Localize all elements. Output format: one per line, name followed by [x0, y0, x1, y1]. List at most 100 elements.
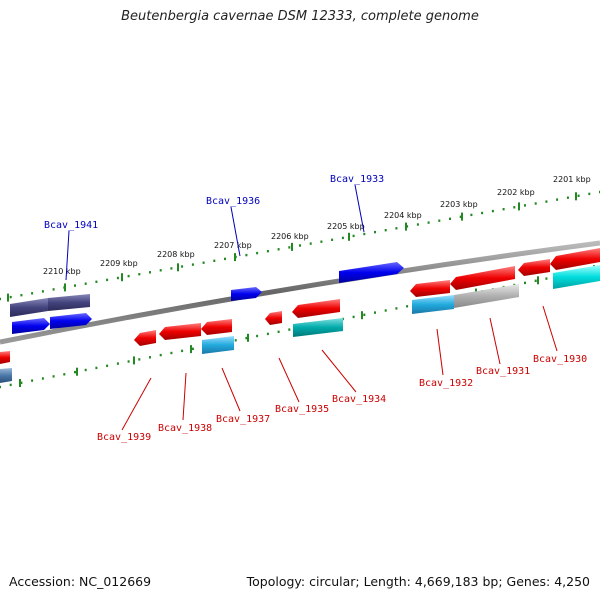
ruler-dot [127, 274, 130, 278]
ruler-dot [245, 253, 248, 257]
gene-label[interactable]: Bcav_1932 [419, 378, 473, 389]
ruler-dot [202, 261, 205, 264]
ruler-dot [427, 221, 430, 224]
ruler-dot [234, 339, 237, 342]
ruler-tick-label: 2204 kbp [384, 211, 422, 220]
gene-arrow-reverse[interactable] [0, 368, 12, 383]
ruler-dot [384, 309, 387, 312]
ruler-dot [159, 353, 162, 357]
ruler-tick-labels: 2210 kbp 2209 kbp 2208 kbp 2207 kbp 2206 kbp… [43, 175, 591, 276]
gene-leader-line [221, 367, 241, 412]
ruler-major-tick [64, 283, 66, 292]
ruler-dot [266, 332, 269, 336]
ruler-dot [191, 347, 194, 350]
gene-label[interactable]: Bcav_1937 [216, 414, 270, 425]
ruler-dot [245, 336, 248, 340]
gene-arrow-forward[interactable] [231, 287, 262, 301]
gene-leader-line [65, 230, 70, 281]
ruler-dot [449, 217, 451, 220]
gene-arrow-forward[interactable] [10, 298, 48, 317]
ruler-dot [331, 238, 334, 241]
gene-label[interactable]: Bcav_1935 [275, 404, 329, 415]
gene-arrow-forward[interactable] [12, 318, 50, 334]
ruler-dot [116, 362, 119, 365]
ruler-major-tick [361, 311, 363, 320]
ruler-tick-label: 2201 kbp [553, 175, 591, 184]
gene-arrow-reverse[interactable] [201, 319, 232, 335]
ruler-major-tick [19, 379, 21, 387]
ruler-dot [406, 305, 409, 308]
gene-arrow-reverse[interactable] [553, 265, 600, 289]
genome-summary-label: Topology: circular; Length: 4,669,183 bp… [246, 574, 590, 589]
gene-arrow-reverse[interactable] [518, 259, 550, 276]
gene-arrow-reverse[interactable] [293, 318, 343, 337]
gene-arrow-reverse[interactable] [0, 351, 10, 364]
ruler-dot [9, 295, 12, 299]
ruler-dot [74, 284, 76, 287]
gene-arrow-reverse[interactable] [134, 330, 156, 346]
ruler-dot [534, 279, 537, 282]
ruler-dot [127, 360, 130, 363]
gene-arrow-reverse[interactable] [292, 299, 340, 318]
gene-leader-line [230, 206, 241, 257]
ruler-dot [524, 204, 526, 207]
gene-leader-line [354, 184, 365, 233]
ruler-dot [524, 281, 526, 285]
forward-strand-genes [10, 262, 404, 334]
ruler-dot [277, 248, 280, 251]
gene-label[interactable]: Bcav_1941 [44, 220, 98, 231]
gene-arrow-reverse[interactable] [410, 280, 450, 297]
ruler-dot [31, 292, 34, 295]
gene-arrow-forward[interactable] [339, 262, 404, 283]
ruler-dot [406, 225, 409, 228]
ruler-dot [374, 230, 376, 234]
ruler-dot [0, 385, 1, 389]
ruler-tick-label: 2210 kbp [43, 267, 81, 276]
gene-label[interactable]: Bcav_1933 [330, 174, 384, 185]
gene-arrow-reverse[interactable] [412, 295, 454, 314]
ruler-dot [545, 277, 548, 280]
ruler-major-tick [190, 345, 192, 354]
gene-label[interactable]: Bcav_1938 [158, 423, 212, 434]
gene-arrow-reverse[interactable] [550, 248, 600, 270]
gene-leader-line [121, 377, 152, 431]
ruler-major-tick [537, 276, 539, 285]
gene-arrow-reverse[interactable] [159, 323, 201, 340]
gene-arrow-reverse[interactable] [202, 336, 234, 354]
gene-label[interactable]: Bcav_1934 [332, 394, 386, 405]
gene-label[interactable]: Bcav_1930 [533, 354, 587, 365]
gene-label[interactable]: Bcav_1939 [97, 432, 151, 443]
upper-position-ruler [0, 190, 600, 302]
gene-arrow-forward[interactable] [48, 294, 90, 311]
ruler-dot [138, 358, 141, 361]
gene-arrow-reverse[interactable] [450, 266, 515, 290]
gene-labels: Bcav_1941 Bcav_1936 Bcav_1933 Bcav_1939 Bcav… [44, 174, 587, 443]
ruler-dot [31, 379, 34, 382]
reverse-strand-genes [0, 248, 600, 383]
ruler-dot [52, 288, 55, 291]
ruler-tick-label: 2208 kbp [157, 250, 195, 259]
ruler-dot [41, 290, 44, 293]
gene-arrow-reverse[interactable] [265, 311, 282, 325]
gene-label[interactable]: Bcav_1936 [206, 196, 260, 207]
ruler-dot [288, 328, 291, 331]
gene-arrow-reverse[interactable] [454, 284, 519, 308]
ruler-dot [63, 373, 66, 376]
ruler-dot [352, 315, 355, 319]
gene-arrow-forward[interactable] [50, 313, 92, 329]
ruler-dot [534, 202, 537, 205]
ruler-dot [224, 257, 226, 261]
ruler-dot [95, 366, 98, 370]
gene-label[interactable]: Bcav_1931 [476, 366, 530, 377]
ruler-dot [149, 271, 151, 274]
ruler-dot [438, 219, 441, 222]
ruler-major-tick [76, 367, 78, 376]
ruler-tick-label: 2207 kbp [214, 241, 252, 250]
ruler-dot [341, 236, 344, 240]
ruler-dot [84, 282, 87, 285]
ruler-dot [266, 250, 269, 253]
ruler-dot [159, 269, 162, 272]
ruler-dot [491, 209, 494, 213]
